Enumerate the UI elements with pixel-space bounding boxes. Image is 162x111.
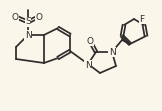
Text: N: N (109, 48, 115, 56)
Text: O: O (12, 13, 18, 22)
Text: S: S (25, 18, 31, 27)
Text: F: F (139, 15, 144, 24)
Text: O: O (87, 37, 93, 46)
Text: O: O (35, 13, 42, 22)
Text: N: N (25, 31, 31, 40)
Text: N: N (85, 60, 91, 69)
